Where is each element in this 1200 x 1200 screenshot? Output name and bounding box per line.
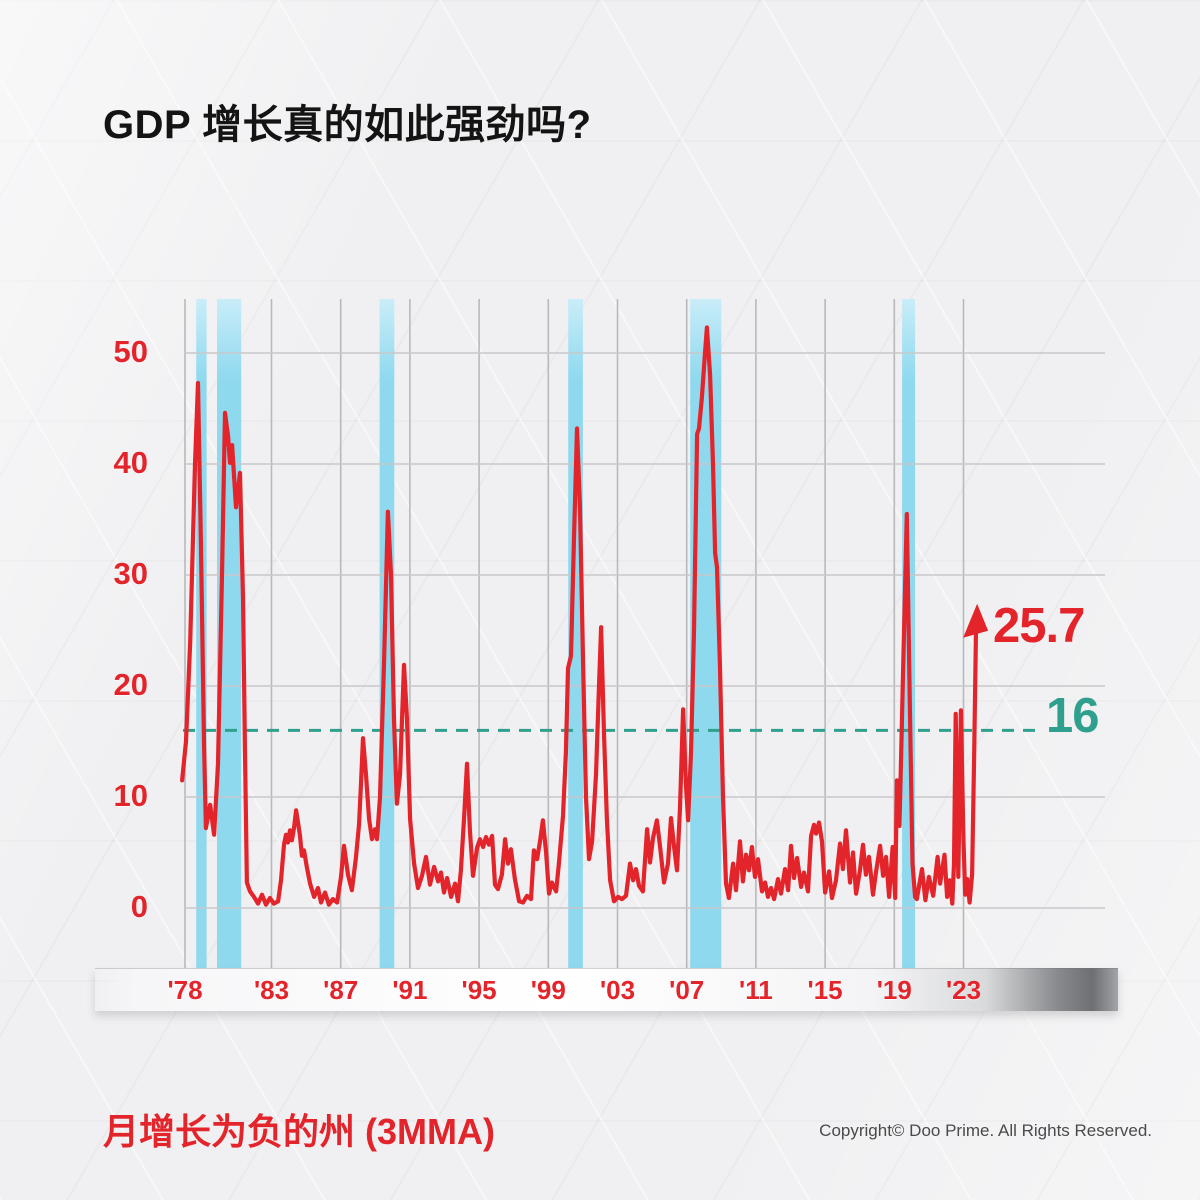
x-tick-label: '11: [739, 975, 773, 1005]
arrow-up-icon: [963, 603, 989, 638]
x-tick-label: '95: [461, 975, 497, 1005]
x-tick-label: '07: [669, 975, 705, 1005]
recession-band: [379, 299, 395, 970]
x-axis-bar: [95, 968, 1118, 1011]
reference-value-label: 16: [1046, 689, 1100, 743]
x-tick-label: '78: [167, 975, 203, 1005]
x-tick-label: '83: [253, 975, 290, 1005]
page-title: GDP 增长真的如此强劲吗?: [103, 103, 592, 147]
y-tick-label: 10: [113, 778, 148, 813]
x-tick-label: '03: [599, 975, 636, 1005]
x-tick-label: '23: [945, 975, 982, 1005]
x-tick-label: '87: [323, 975, 359, 1005]
x-tick-label: '91: [392, 975, 428, 1005]
chart-caption: 月增长为负的州 (3MMA): [103, 1111, 495, 1152]
y-tick-label: 20: [113, 667, 148, 702]
y-tick-label: 50: [113, 334, 148, 369]
x-tick-label: '15: [807, 975, 843, 1005]
series-line: [180, 325, 979, 907]
latest-value-label: 25.7: [993, 599, 1085, 653]
x-tick-label: '19: [876, 975, 912, 1005]
y-tick-label: 40: [113, 445, 148, 480]
x-tick-label: '99: [530, 975, 566, 1005]
copyright-text: Copyright© Doo Prime. All Rights Reserve…: [819, 1121, 1152, 1140]
y-tick-label: 0: [130, 889, 148, 924]
y-tick-label: 30: [113, 556, 148, 591]
